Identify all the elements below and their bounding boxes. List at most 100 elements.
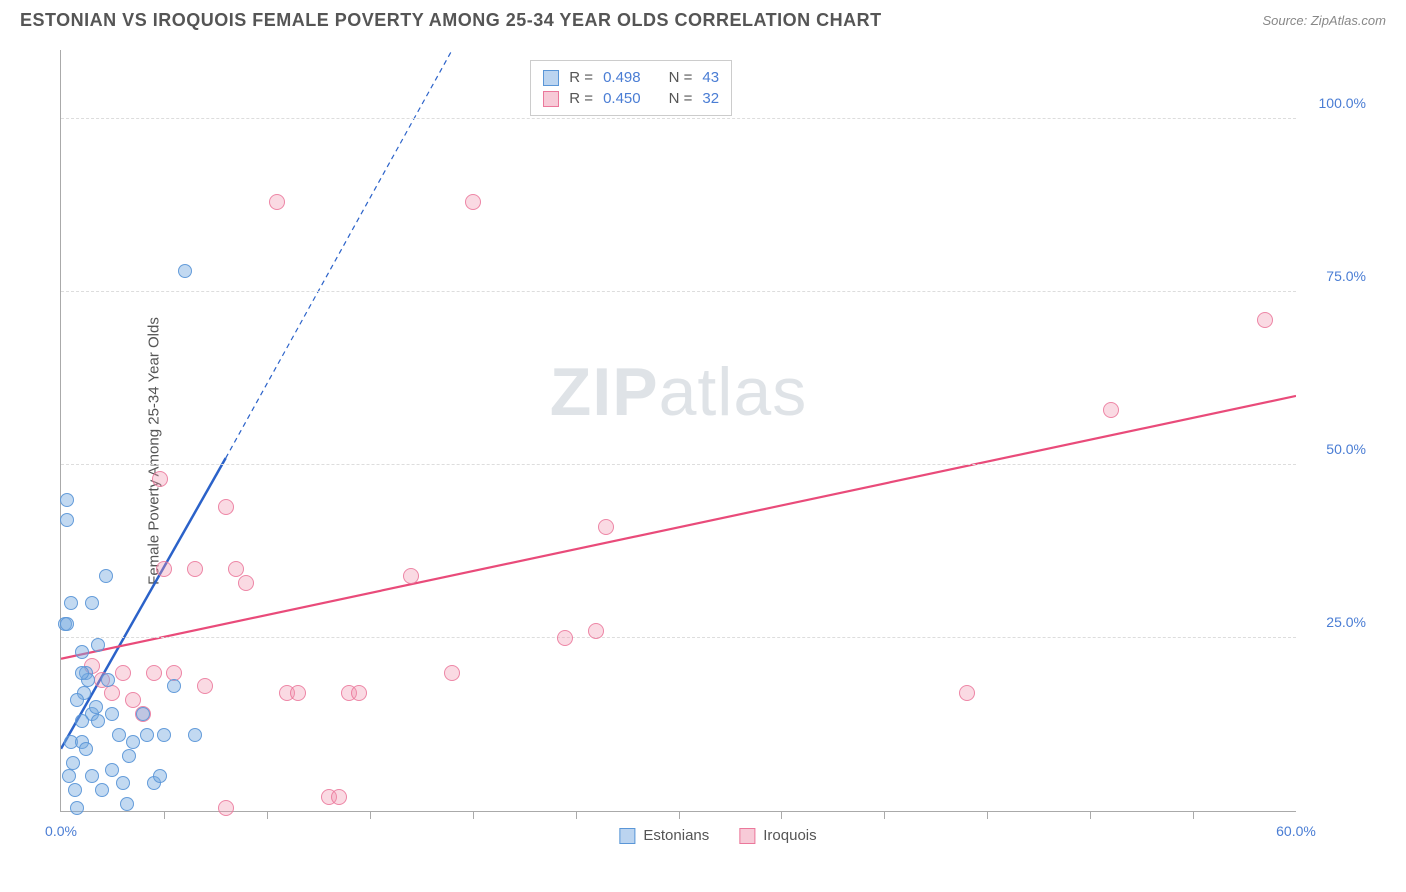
chart-title: ESTONIAN VS IROQUOIS FEMALE POVERTY AMON… [20,10,882,31]
scatter-point-estonians [64,596,78,610]
legend-label: Estonians [643,827,709,844]
legend-item-estonians: Estonians [619,827,709,844]
r-value: 0.450 [603,90,641,107]
plot-area: ZIPatlas R = 0.498 N = 43 R = 0.450 N = … [60,50,1296,812]
scatter-point-estonians [167,679,181,693]
scatter-point-estonians [70,693,84,707]
scatter-point-estonians [140,728,154,742]
swatch-estonians-icon [543,70,559,86]
watermark-atlas: atlas [659,354,808,430]
x-tick [1193,811,1194,819]
scatter-point-estonians [85,596,99,610]
r-label: R = [569,90,593,107]
scatter-point-estonians [126,735,140,749]
scatter-point-estonians [95,783,109,797]
scatter-point-estonians [112,728,126,742]
scatter-point-iroquois [187,561,203,577]
chart-header: ESTONIAN VS IROQUOIS FEMALE POVERTY AMON… [0,0,1406,39]
scatter-point-iroquois [588,623,604,639]
scatter-point-estonians [105,763,119,777]
x-tick [884,811,885,819]
scatter-point-iroquois [238,575,254,591]
scatter-point-estonians [70,801,84,815]
swatch-iroquois-icon [739,828,755,844]
watermark: ZIPatlas [550,353,807,431]
x-tick [987,811,988,819]
scatter-point-iroquois [269,194,285,210]
swatch-iroquois-icon [543,91,559,107]
x-tick [679,811,680,819]
scatter-point-estonians [89,700,103,714]
stats-legend-box: R = 0.498 N = 43 R = 0.450 N = 32 [530,60,732,116]
scatter-point-iroquois [218,499,234,515]
scatter-point-iroquois [197,678,213,694]
y-tick-label: 75.0% [1306,268,1366,284]
series-legend: Estonians Iroquois [619,827,816,844]
stats-row-estonians: R = 0.498 N = 43 [543,67,719,88]
x-tick [781,811,782,819]
n-label: N = [669,69,693,86]
x-tick-label: 0.0% [45,823,77,839]
scatter-point-estonians [136,707,150,721]
scatter-point-iroquois [557,630,573,646]
scatter-point-iroquois [218,800,234,816]
scatter-point-iroquois [959,685,975,701]
scatter-point-estonians [120,797,134,811]
gridline [61,464,1296,465]
n-value: 43 [702,69,719,86]
scatter-point-iroquois [125,692,141,708]
scatter-point-estonians [99,569,113,583]
scatter-point-iroquois [146,665,162,681]
y-tick-label: 50.0% [1306,441,1366,457]
scatter-point-estonians [85,769,99,783]
scatter-point-iroquois [1257,312,1273,328]
scatter-point-estonians [75,645,89,659]
scatter-point-estonians [105,707,119,721]
scatter-point-iroquois [115,665,131,681]
watermark-zip: ZIP [550,354,659,430]
scatter-point-estonians [66,756,80,770]
source-attribution: Source: ZipAtlas.com [1262,13,1386,28]
scatter-point-iroquois [228,561,244,577]
x-tick [164,811,165,819]
source-name: ZipAtlas.com [1311,13,1386,28]
scatter-point-iroquois [444,665,460,681]
n-value: 32 [702,90,719,107]
legend-label: Iroquois [763,827,816,844]
scatter-point-estonians [178,264,192,278]
legend-item-iroquois: Iroquois [739,827,816,844]
scatter-point-iroquois [598,519,614,535]
scatter-point-estonians [75,666,89,680]
scatter-point-estonians [153,769,167,783]
scatter-point-iroquois [331,789,347,805]
trend-lines-svg [61,50,1296,811]
gridline [61,118,1296,119]
x-tick [1090,811,1091,819]
scatter-point-iroquois [166,665,182,681]
scatter-point-iroquois [152,471,168,487]
scatter-point-estonians [116,776,130,790]
x-tick [576,811,577,819]
n-label: N = [669,90,693,107]
scatter-point-estonians [60,513,74,527]
scatter-point-iroquois [290,685,306,701]
scatter-point-estonians [60,493,74,507]
r-value: 0.498 [603,69,641,86]
scatter-point-estonians [79,742,93,756]
source-label: Source: [1262,13,1310,28]
scatter-point-estonians [68,783,82,797]
x-tick [267,811,268,819]
scatter-point-estonians [101,673,115,687]
scatter-point-iroquois [465,194,481,210]
scatter-point-estonians [91,714,105,728]
x-tick-label: 60.0% [1276,823,1316,839]
chart-container: Female Poverty Among 25-34 Year Olds ZIP… [50,50,1386,852]
scatter-point-estonians [157,728,171,742]
x-tick [370,811,371,819]
scatter-point-iroquois [156,561,172,577]
scatter-point-iroquois [1103,402,1119,418]
y-tick-label: 25.0% [1306,614,1366,630]
y-tick-label: 100.0% [1306,95,1366,111]
gridline [61,637,1296,638]
scatter-point-estonians [91,638,105,652]
